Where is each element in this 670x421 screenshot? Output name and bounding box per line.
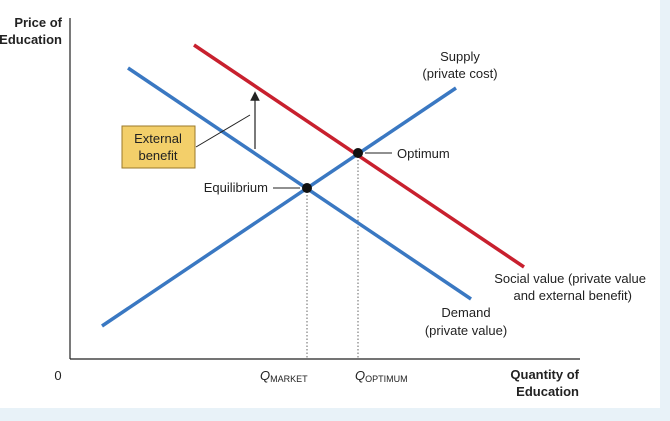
q-market-main: Q — [260, 368, 270, 383]
social-value-label-1: Social value (private value — [494, 271, 646, 286]
q-market-label: QMARKET — [260, 368, 308, 384]
supply-label-1: Supply — [440, 49, 480, 64]
x-axis-label-1: Quantity of — [510, 367, 579, 382]
external-benefit-box — [121, 125, 196, 169]
supply-curve — [101, 86, 457, 328]
demand-curve — [127, 66, 472, 301]
supply-label-2: (private cost) — [422, 66, 497, 81]
demand-label-2: (private value) — [425, 323, 507, 338]
q-market-sub: MARKET — [270, 374, 308, 384]
equilibrium-label: Equilibrium — [204, 180, 268, 195]
right-band — [660, 0, 670, 421]
bottom-band — [0, 408, 670, 421]
x-axis-label-2: Education — [516, 384, 579, 399]
y-axis-label-2: Education — [0, 32, 62, 47]
optimum-label: Optimum — [397, 146, 450, 161]
demand-label-1: Demand — [441, 305, 490, 320]
equilibrium-point — [302, 183, 312, 193]
optimum-point — [353, 148, 363, 158]
external-benefit-text-2: benefit — [138, 148, 177, 163]
q-optimum-sub: OPTIMUM — [365, 374, 408, 384]
q-optimum-label: QOPTIMUM — [355, 368, 408, 384]
external-benefit-leader — [195, 114, 251, 148]
external-benefit-text-1: External — [134, 131, 182, 146]
origin-label: 0 — [54, 368, 61, 383]
social-value-label-2: and external benefit) — [513, 288, 632, 303]
q-optimum-main: Q — [355, 368, 365, 383]
y-axis-label-1: Price of — [14, 15, 62, 30]
